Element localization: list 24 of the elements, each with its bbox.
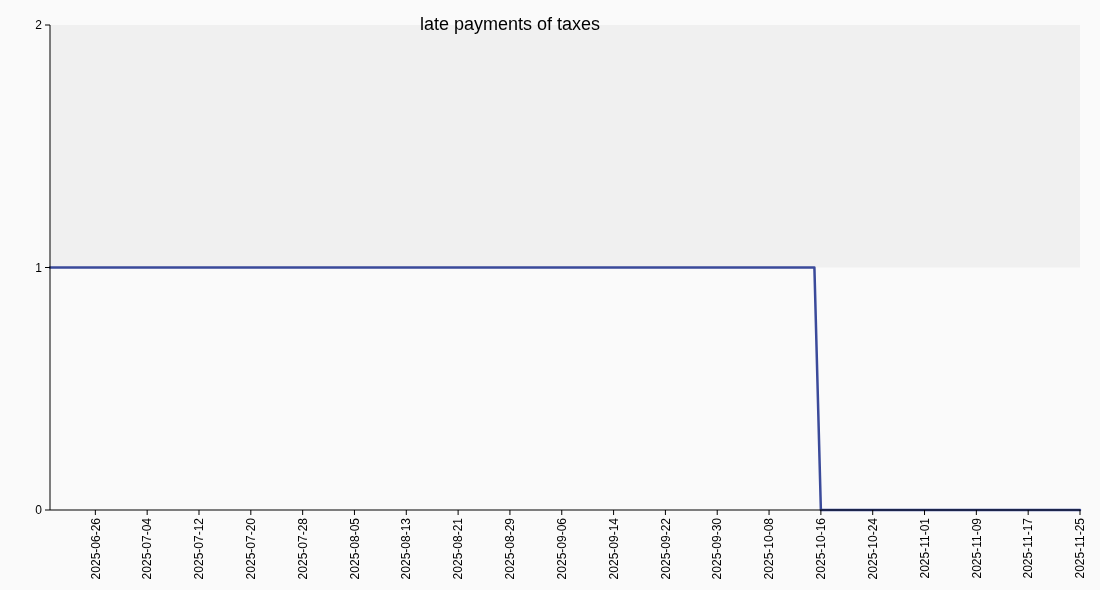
x-tick-label: 2025-08-13 (399, 517, 414, 580)
x-tick-label: 2025-07-12 (192, 517, 207, 580)
y-tick-label: 1 (35, 260, 43, 275)
x-tick-label: 2025-11-17 (1021, 517, 1036, 579)
x-tick-label: 2025-07-20 (244, 517, 259, 580)
x-tick-label: 2025-07-04 (140, 517, 155, 580)
y-tick-label: 0 (35, 503, 43, 518)
chart-title: late payments of taxes (419, 14, 601, 34)
x-tick-label: 2025-08-05 (347, 517, 362, 580)
x-tick-label: 2025-09-06 (554, 517, 569, 580)
x-tick-label: 2025-09-30 (710, 517, 725, 580)
x-tick-label: 2025-11-25 (1073, 517, 1088, 579)
y-tick-label: 2 (35, 18, 43, 33)
x-tick-label: 2025-10-16 (814, 517, 829, 580)
x-tick-label: 2025-09-22 (658, 517, 673, 580)
x-tick-label: 2025-10-08 (762, 517, 777, 580)
x-tick-label: 2025-09-14 (606, 517, 621, 580)
x-tick-label: 2025-07-28 (295, 517, 310, 580)
x-tick-label: 2025-08-21 (451, 517, 466, 580)
x-tick-label: 2025-08-29 (503, 517, 518, 580)
x-tick-label: 2025-11-09 (969, 517, 984, 579)
x-tick-label: 2025-10-24 (865, 517, 880, 580)
x-tick-label: 2025-11-01 (917, 517, 932, 579)
x-tick-label: 2025-06-26 (88, 517, 103, 580)
